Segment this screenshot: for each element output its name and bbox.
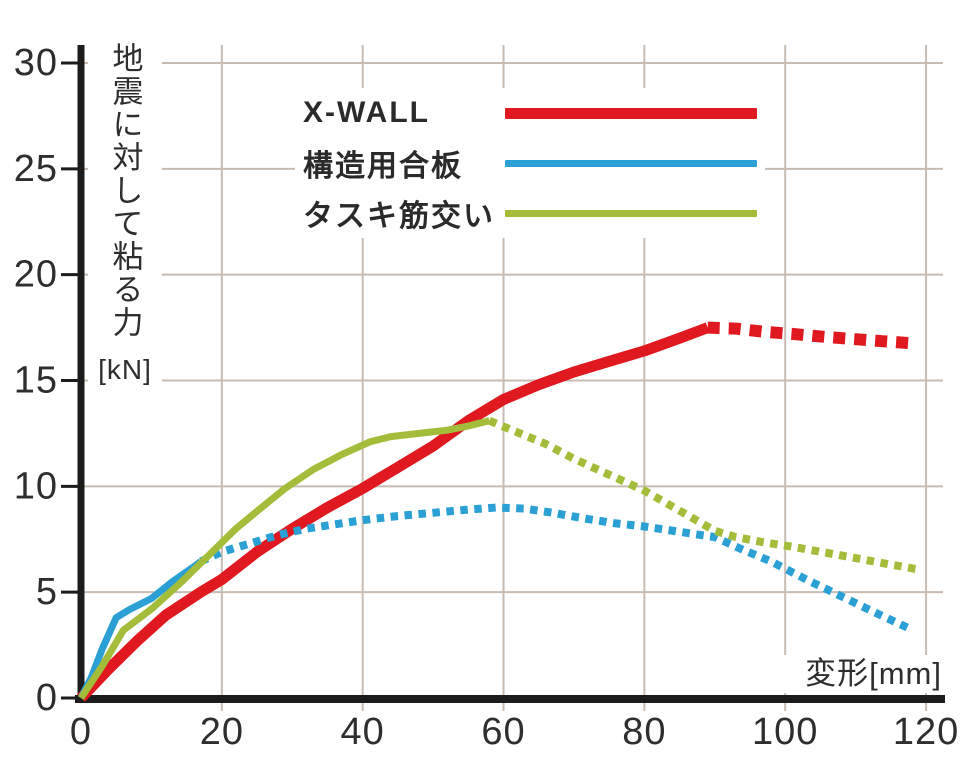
x-tick-label: 20: [200, 711, 244, 753]
y-tick-label: 5: [36, 571, 58, 613]
x-tick-label: 0: [70, 711, 92, 753]
y-tick-label: 25: [14, 148, 58, 190]
y-tick-label: 10: [14, 465, 58, 507]
y-tick-label: 15: [14, 359, 58, 401]
legend-item-structural-plywood: 構造用合板: [295, 140, 765, 186]
series-line-x-wall-solid: [77, 322, 710, 702]
legend-label-tasuki-bracing: タスキ筋交い: [303, 200, 495, 233]
y-tick-label: 30: [14, 42, 58, 84]
legend-label-structural-plywood: 構造用合板: [303, 150, 463, 183]
y-tick-label: 20: [14, 254, 58, 296]
x-tick-label: 60: [481, 711, 525, 753]
x-axis-title: 変形[mm]: [768, 655, 942, 693]
legend: X-WALL 構造用合板 タスキ筋交い: [295, 88, 765, 238]
legend-swatch-tasuki-bracing: [505, 209, 757, 217]
x-tick-label: 100: [752, 711, 818, 753]
series-line-structural-plywood-solid: [77, 558, 203, 700]
legend-swatch-x-wall: [505, 107, 757, 119]
legend-label-x-wall: X-WALL: [303, 96, 430, 129]
y-axis-unit: [kN]: [98, 354, 152, 385]
series-line-tasuki-bracing-dotted: [487, 417, 917, 573]
series-line-structural-plywood-dotted: [199, 503, 911, 632]
x-tick-label: 80: [622, 711, 666, 753]
y-axis-title: 地震に対して粘る力 [kN]: [88, 42, 162, 394]
legend-item-tasuki-bracing: タスキ筋交い: [295, 190, 765, 236]
legend-swatch-structural-plywood: [505, 159, 757, 167]
y-axis-title-text: 地震に対して粘る力: [107, 42, 143, 339]
y-tick-label: 0: [36, 677, 58, 719]
x-tick-label: 40: [341, 711, 385, 753]
legend-item-x-wall: X-WALL: [295, 90, 765, 136]
series-line-x-wall-dotted: [707, 321, 916, 350]
x-tick-label: 120: [893, 711, 959, 753]
series-line-tasuki-bracing-solid: [78, 417, 491, 700]
